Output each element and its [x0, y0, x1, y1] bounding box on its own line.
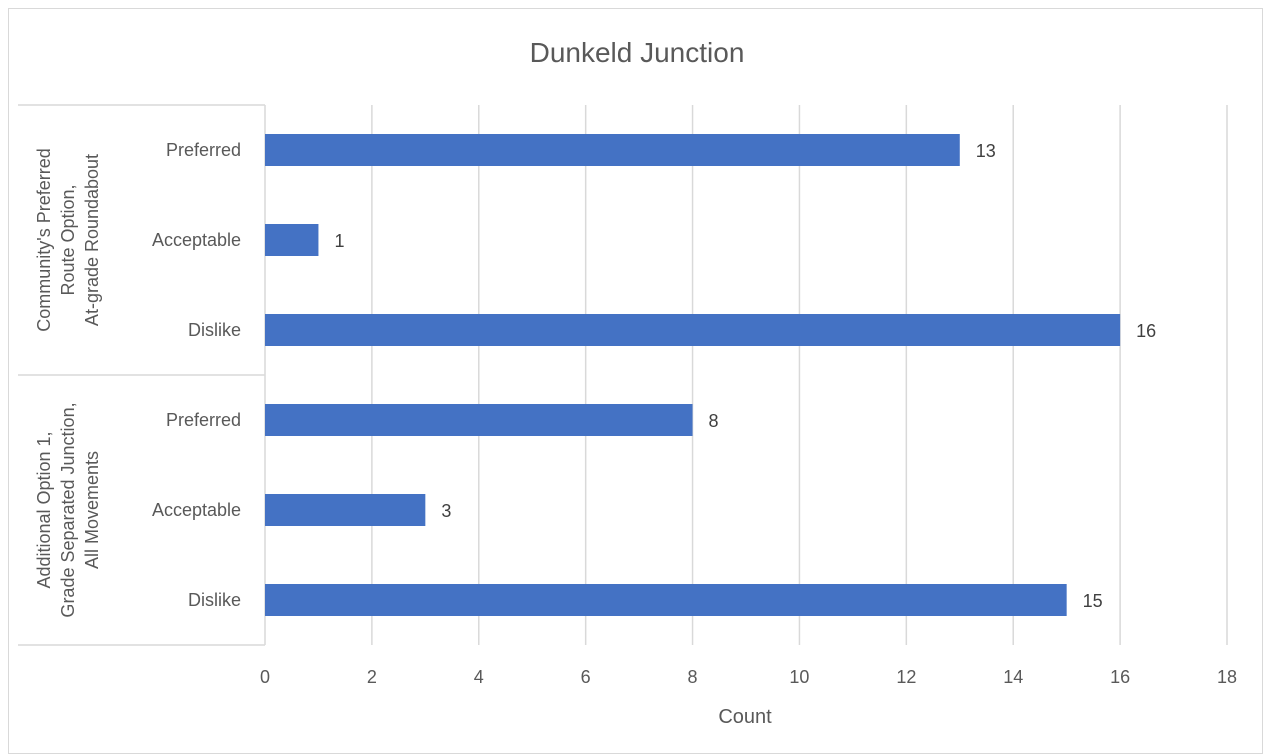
bar	[265, 404, 693, 436]
x-axis-label: Count	[718, 706, 772, 728]
data-label: 16	[1136, 321, 1156, 341]
x-tick-label: 8	[688, 667, 698, 687]
category-label: Dislike	[188, 590, 241, 610]
data-label: 3	[441, 501, 451, 521]
bar	[265, 224, 319, 256]
x-tick-label: 6	[581, 667, 591, 687]
group-label-line: Community's Preferred	[34, 148, 54, 332]
x-tick-label: 16	[1110, 667, 1130, 687]
group-label-line: Grade Separated Junction,	[58, 402, 78, 617]
x-tick-label: 2	[367, 667, 377, 687]
group-label: Community's Preferred Route Option, At-gra…	[34, 148, 102, 332]
x-tick-label: 12	[896, 667, 916, 687]
category-label: Preferred	[166, 140, 241, 160]
group-label: Additional Option 1, Grade Separated Junc…	[34, 402, 102, 617]
bar	[265, 134, 960, 166]
data-label: 13	[976, 141, 996, 161]
category-label: Acceptable	[152, 500, 241, 520]
bar	[265, 494, 426, 526]
x-axis-ticks: 0 2 4 6 8 10 12 14 16 18	[260, 667, 1237, 687]
x-tick-label: 14	[1003, 667, 1023, 687]
category-label: Dislike	[188, 320, 241, 340]
group-label-line: At-grade Roundabout	[82, 154, 102, 326]
gridlines	[371, 105, 1228, 645]
chart-title: Dunkeld Junction	[530, 37, 745, 68]
x-tick-label: 4	[474, 667, 484, 687]
x-tick-label: 10	[789, 667, 809, 687]
group-label-line: Additional Option 1,	[34, 431, 54, 588]
group-label-line: All Movements	[82, 451, 102, 569]
category-label: Preferred	[166, 410, 241, 430]
data-label: 8	[709, 411, 719, 431]
bars: 13 1 16 8 3 15	[265, 134, 1156, 616]
group-label-line: Route Option,	[58, 184, 78, 295]
chart-frame	[8, 8, 1263, 754]
data-label: 15	[1083, 591, 1103, 611]
category-axis: Community's Preferred Route Option, At-gra…	[18, 104, 266, 646]
bar	[265, 584, 1067, 616]
x-tick-label: 0	[260, 667, 270, 687]
category-label: Acceptable	[152, 230, 241, 250]
data-label: 1	[334, 231, 344, 251]
bar	[265, 314, 1121, 346]
x-tick-label: 18	[1217, 667, 1237, 687]
